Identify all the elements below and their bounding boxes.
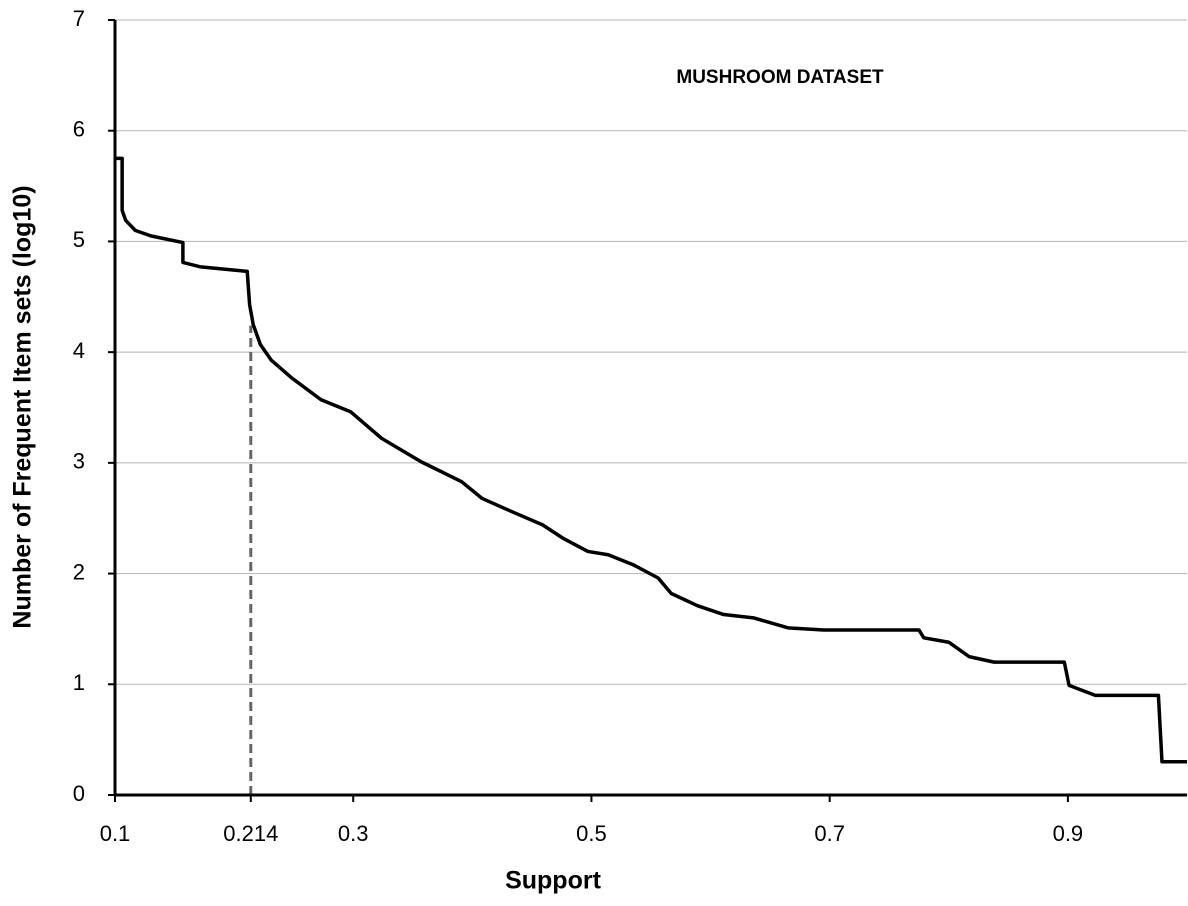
y-tick-label: 1 [73,670,85,695]
x-tick-label: 0.7 [814,821,845,846]
x-axis-title: Support [505,867,601,895]
x-tick-label: 0.214 [223,821,278,846]
x-tick-label: 0.5 [576,821,607,846]
x-tick-label: 0.3 [338,821,369,846]
y-tick-label: 4 [73,338,85,363]
x-tick-label: 0.1 [100,821,131,846]
chart-title: MUSHROOM DATASET [676,67,884,88]
y-tick-label: 6 [73,117,85,142]
y-tick-label: 3 [73,449,85,474]
y-tick-label: 2 [73,559,85,584]
x-tick-label: 0.9 [1053,821,1084,846]
y-tick-label: 5 [73,227,85,252]
y-tick-label: 0 [73,781,85,806]
y-tick-label: 7 [73,6,85,31]
data-line [115,156,1187,764]
y-axis-title: Number of Frequent Item sets (log10) [9,185,37,628]
